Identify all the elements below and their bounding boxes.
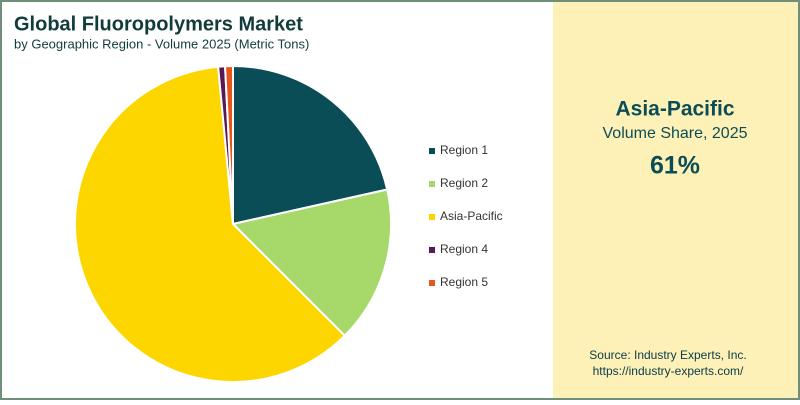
legend-swatch <box>429 247 435 253</box>
callout-subtitle: Volume Share, 2025 <box>603 125 748 142</box>
legend-swatch <box>429 181 435 187</box>
source-url: https://industry-experts.com/ <box>593 364 744 378</box>
callout-value: 61% <box>650 152 700 180</box>
legend-label: Asia-Pacific <box>440 209 503 223</box>
source: Source: Industry Experts, Inc. <box>589 348 746 362</box>
callout-title: Asia-Pacific <box>615 98 734 121</box>
pie-slice <box>224 64 234 225</box>
pie-slice <box>232 64 389 226</box>
callout-panel <box>553 2 798 398</box>
legend-swatch <box>429 148 435 154</box>
pie-slice <box>231 188 392 338</box>
chart-subtitle: by Geographic Region - Volume 2025 (Metr… <box>14 36 309 51</box>
legend-label: Region 2 <box>440 176 488 190</box>
legend-label: Region 4 <box>440 242 488 256</box>
legend-label: Region 1 <box>440 143 488 157</box>
chart-title: Global Fluoropolymers Market <box>14 13 303 35</box>
legend-swatch <box>429 280 435 286</box>
legend-label: Region 5 <box>440 275 488 289</box>
legend-swatch <box>429 214 435 220</box>
pie-slice <box>74 65 347 383</box>
